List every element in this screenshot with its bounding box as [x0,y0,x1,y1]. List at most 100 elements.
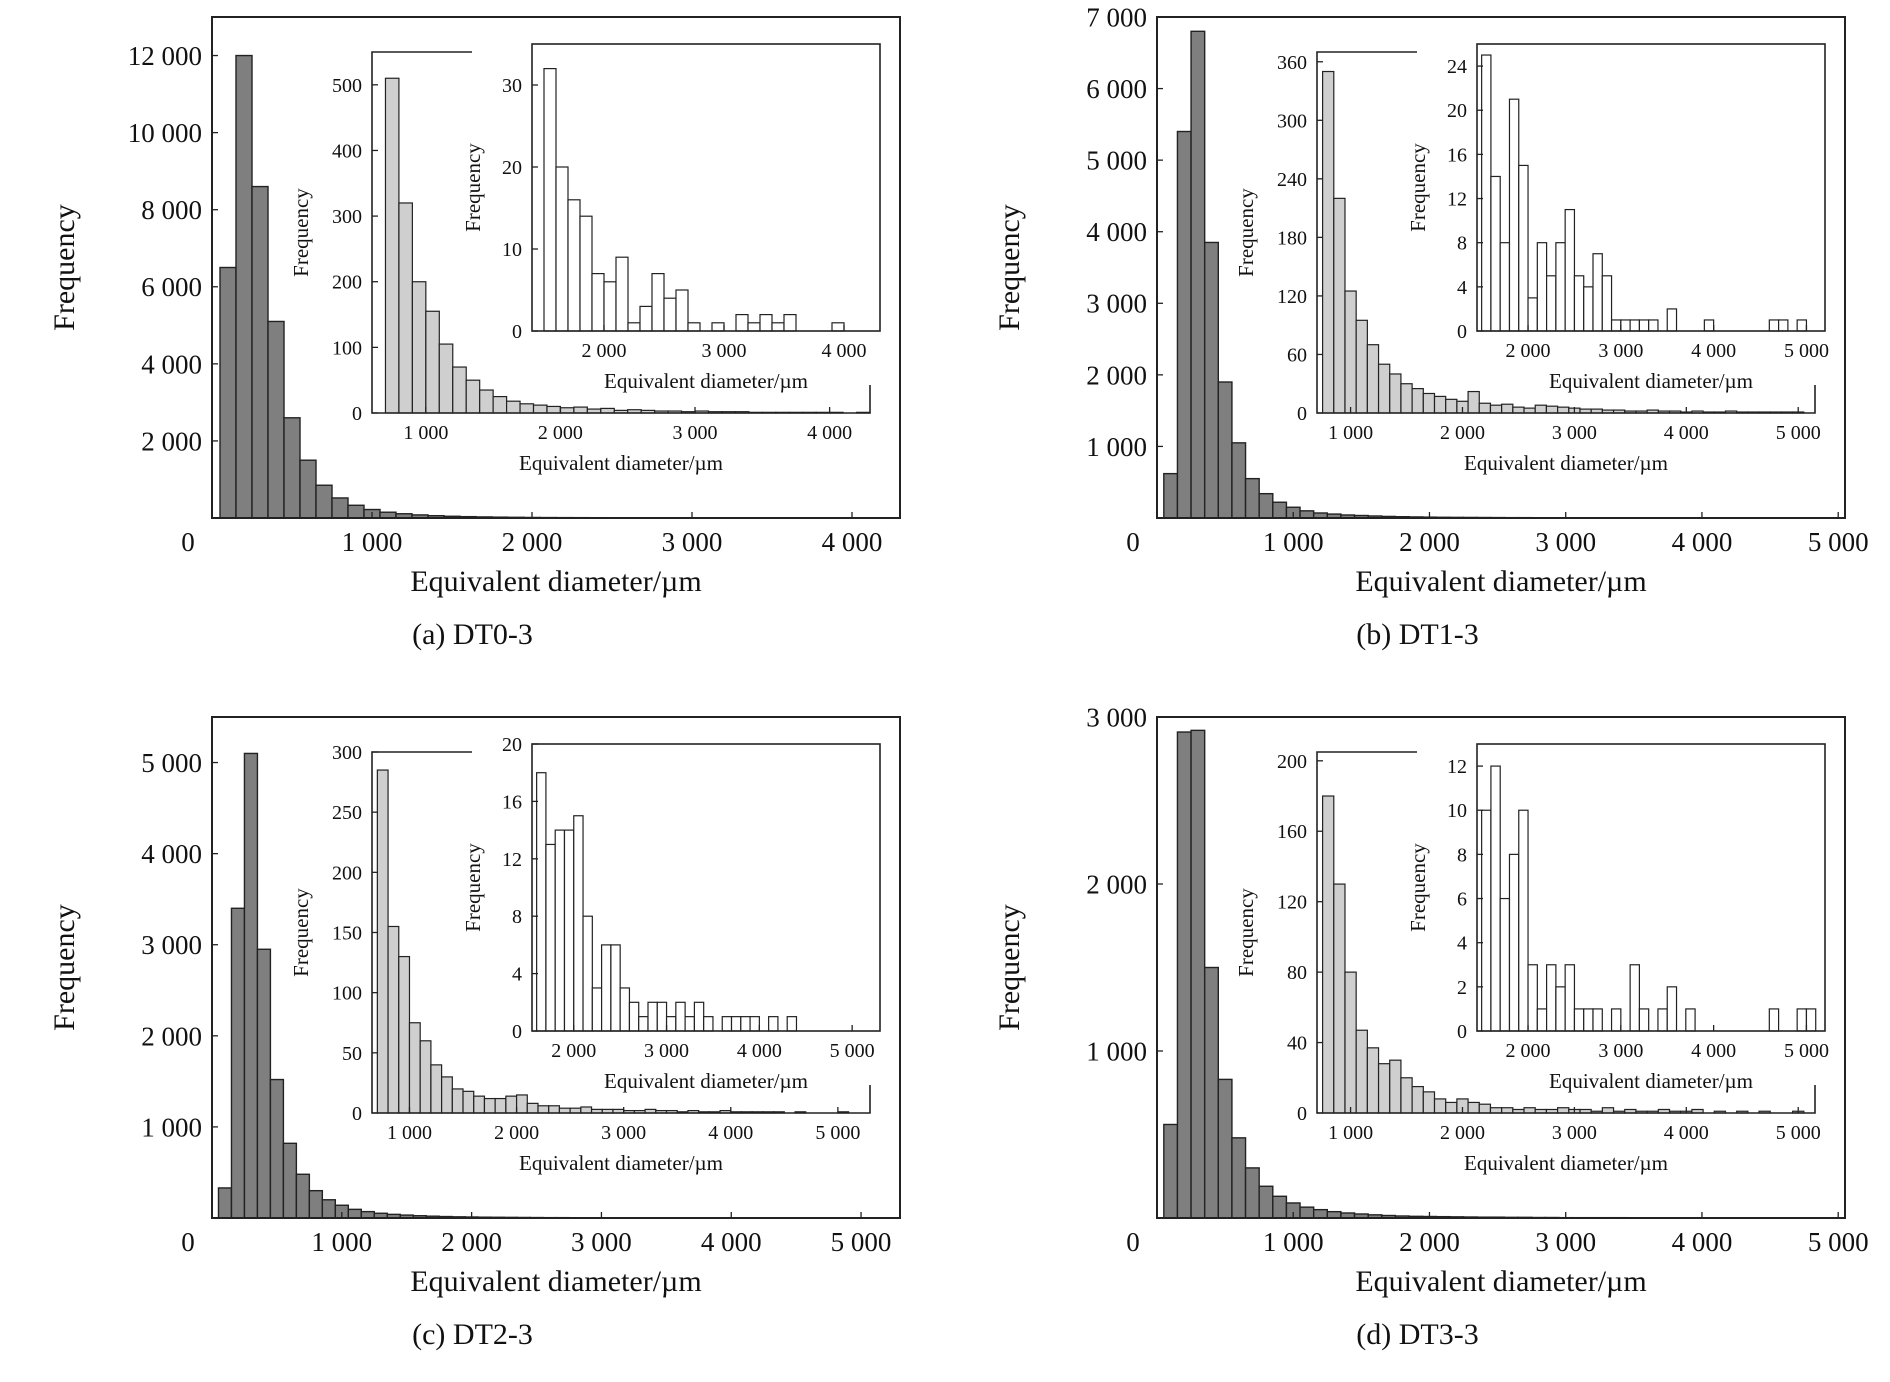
inset1-bar [1435,396,1446,413]
main-bar [218,1188,231,1218]
main-bar [1246,479,1260,518]
main-bar [1300,511,1314,518]
main-y-tick-label: 6 000 [141,272,202,302]
inset1-bar [480,390,493,413]
inset1-bar [1513,407,1524,413]
inset1-x-axis-label: Equivalent diameter/µm [1464,451,1668,475]
main-bar [1232,1138,1246,1218]
inset1-y-tick-label: 300 [1277,110,1307,132]
main-y-tick-label: 4 000 [141,839,202,869]
main-bar [1191,730,1205,1218]
inset2-bar [1806,1009,1815,1031]
inset2-bar [1565,210,1574,331]
inset1-bar [1334,884,1345,1113]
inset1-bar [1323,72,1334,413]
inset2-y-tick-label: 30 [502,75,522,97]
inset2-x-tick-label: 3 000 [1598,340,1643,362]
main-bar [231,908,244,1218]
inset1-y-tick-label: 100 [332,983,362,1005]
main-bar [296,1174,309,1218]
inset1-x-tick-label: 1 000 [403,422,448,444]
inset1-y-tick-label: 50 [342,1043,362,1065]
inset2-bar [544,69,556,331]
inset2-x-tick-label: 2 000 [551,1040,596,1062]
inset1-bar [399,957,410,1113]
inset2-bar [1602,276,1611,331]
inset1-bar [426,311,439,413]
inset2-bar [1584,287,1593,331]
inset1-bar [1558,407,1569,413]
inset1-bar [1535,405,1546,413]
inset2-bar [1667,987,1676,1031]
inset2-bar [1769,1009,1778,1031]
inset1-y-tick-label: 360 [1277,52,1307,74]
inset1-bar [1468,1102,1479,1113]
inset2-bar [1519,810,1528,1031]
main-x-tick-label: 3 000 [662,527,723,557]
inset1-bar [385,78,398,413]
main-y-tick-label: 2 000 [141,426,202,456]
inset2-bar [736,315,748,331]
inset1-y-axis-label: Frequency [289,188,313,277]
inset2-bar [1537,1009,1546,1031]
inset1-y-tick-label: 500 [332,75,362,97]
inset1-x-tick-label: 5 000 [1776,1122,1821,1144]
inset2-y-tick-label: 16 [502,791,522,813]
main-bar [1273,502,1287,518]
main-bar [1191,31,1205,518]
main-x-tick-label: 3 000 [571,1227,632,1257]
inset2-bar [1565,965,1574,1031]
inset2-bar [556,167,568,331]
inset1-bar [399,203,412,413]
main-origin-label: 0 [1126,1227,1140,1257]
main-x-tick-label: 1 000 [1263,1227,1324,1257]
inset2-bar [688,323,700,331]
inset2-bar [1491,766,1500,1031]
main-x-tick-label: 5 000 [1808,1227,1869,1257]
inset2-bar [620,988,629,1031]
main-y-tick-label: 1 000 [1086,1036,1147,1066]
inset1-y-tick-label: 400 [332,140,362,162]
inset2-bar [1537,243,1546,331]
panel-caption-c: (c) DT2-3 [0,1318,945,1352]
inset2-bar [555,830,564,1031]
inset1-bar [527,1103,538,1113]
inset2-y-tick-label: 0 [1457,321,1467,343]
inset2-x-tick-label: 5 000 [830,1040,875,1062]
main-bar [1205,968,1219,1219]
inset1-x-tick-label: 4 000 [1664,1122,1709,1144]
inset1-bar [442,1077,453,1113]
main-x-tick-label: 2 000 [502,527,563,557]
main-y-axis-label: Frequency [993,904,1026,1031]
inset2-bar [1621,320,1630,331]
main-x-tick-label: 5 000 [831,1227,892,1257]
inset2-bar [1556,987,1565,1031]
inset2-bar [1686,1009,1695,1031]
inset2-bar [1658,1009,1667,1031]
inset2-bar [1639,1009,1648,1031]
main-bar [1218,382,1232,518]
inset2-y-tick-label: 8 [1457,233,1467,255]
main-origin-label: 0 [181,1227,195,1257]
inset2-bar [832,323,844,331]
inset1-bar [1446,399,1457,413]
main-bar [257,949,270,1218]
inset1-y-axis-label: Frequency [1234,188,1258,277]
inset2-y-tick-label: 20 [1447,100,1467,122]
inset1-y-axis-label: Frequency [1234,888,1258,977]
inset1-bar [1379,1064,1390,1113]
inset1-y-tick-label: 150 [332,923,362,945]
inset1-bar [1367,1048,1378,1113]
inset1-y-tick-label: 200 [1277,751,1307,773]
main-bar [244,753,257,1218]
main-x-tick-label: 3 000 [1535,527,1596,557]
main-y-axis-label: Frequency [993,204,1026,331]
inset2-x-tick-label: 5 000 [1784,340,1829,362]
inset2-bar [592,274,604,331]
inset2-bar [604,282,616,331]
inset2-bar [664,298,676,331]
inset2-y-tick-label: 12 [1447,189,1467,211]
main-y-tick-label: 4 000 [141,349,202,379]
